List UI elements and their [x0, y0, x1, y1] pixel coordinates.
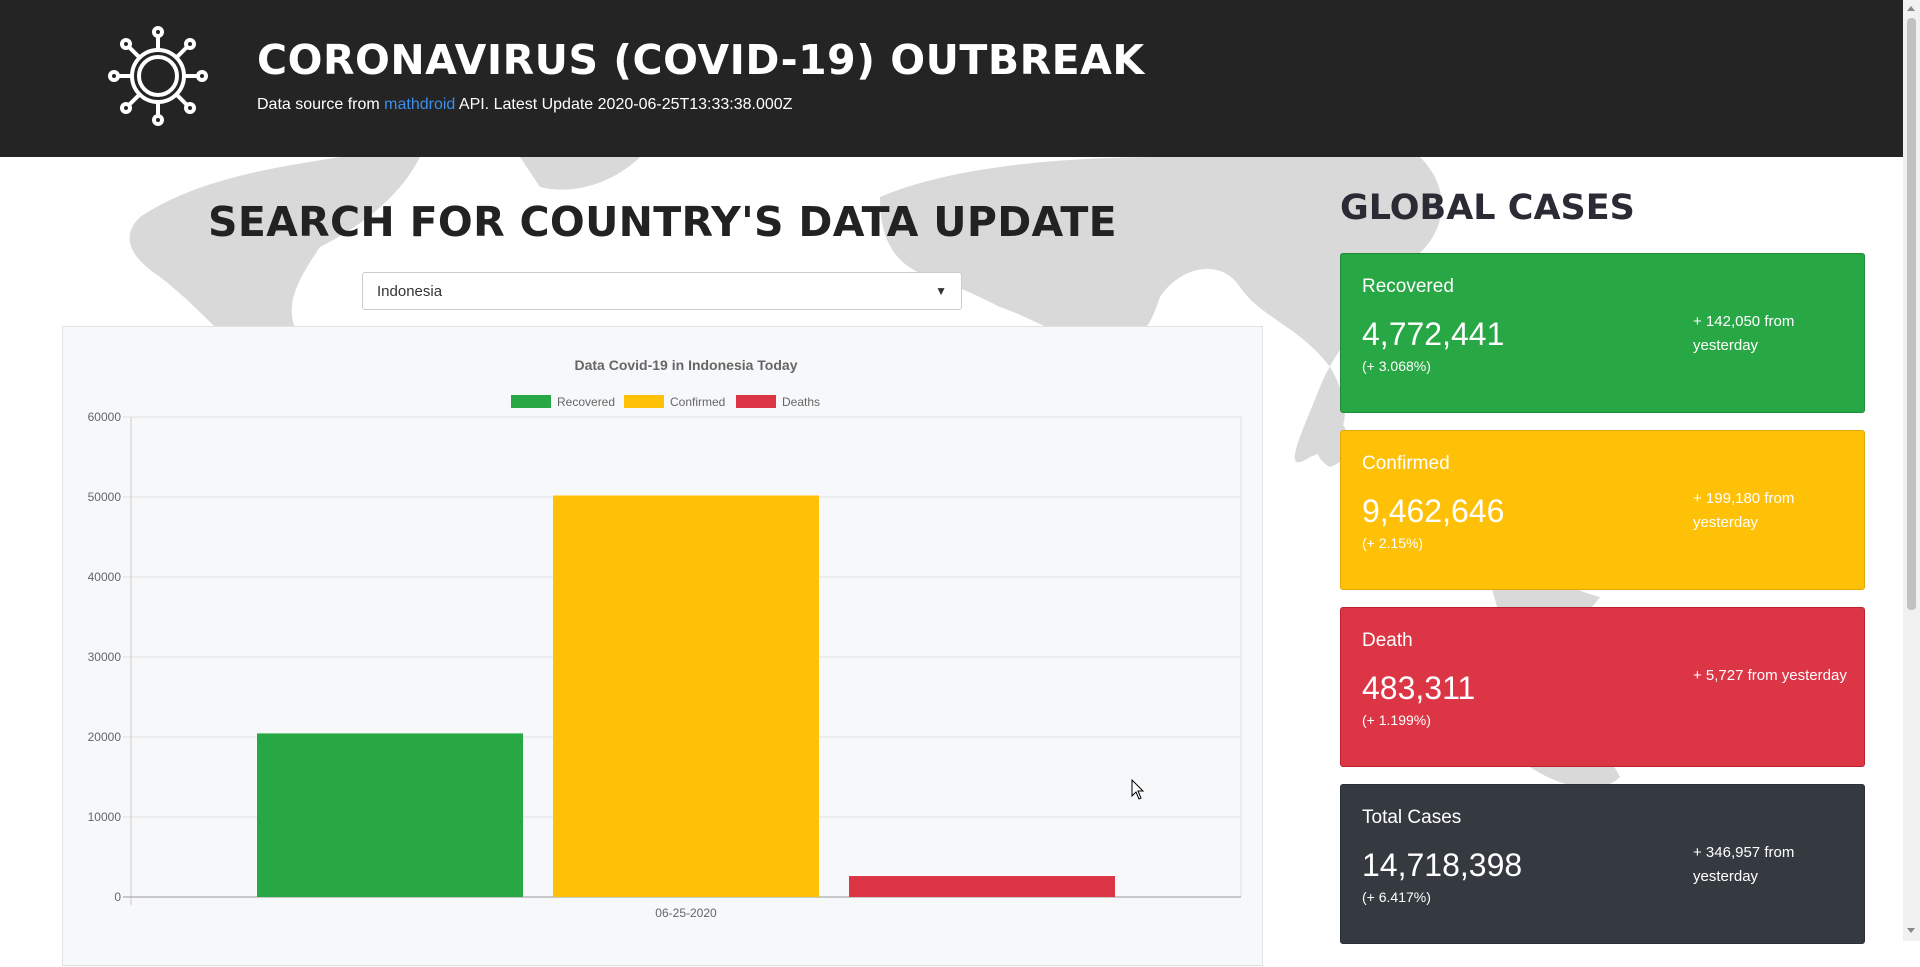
scroll-up-arrow-icon[interactable] [1907, 6, 1915, 11]
death-card: Death 483,311 (+ 1.199%) + 5,727 from ye… [1340, 607, 1865, 767]
country-select[interactable]: Indonesia ▼ [362, 272, 962, 310]
y-tick-label: 40000 [88, 570, 122, 584]
page-scrollbar[interactable] [1903, 0, 1920, 941]
subtitle-prefix: Data source from [257, 96, 380, 113]
recovered-card: Recovered 4,772,441 (+ 3.068%) + 142,050… [1340, 253, 1865, 413]
header-subtitle: Data source from mathdroid API. Latest U… [257, 96, 792, 114]
confirmed-delta: + 199,180 from yesterday [1693, 490, 1795, 531]
subtitle-suffix: API. Latest Update 2020-06-25T13:33:38.0… [458, 96, 793, 113]
confirmed-percent: (+ 2.15%) [1362, 535, 1424, 551]
legend-swatch-recovered [511, 395, 551, 408]
site-header: CORONAVIRUS (COVID-19) OUTBREAK Data sou… [0, 0, 1903, 157]
x-tick-label: 06-25-2020 [655, 906, 717, 920]
death-value: 483,311 [1362, 670, 1476, 706]
y-tick-label: 50000 [88, 490, 122, 504]
y-tick-label: 20000 [88, 730, 122, 744]
chart-title: Data Covid-19 in Indonesia Today [574, 357, 797, 373]
virus-icon [108, 26, 208, 126]
legend-swatch-deaths [736, 395, 776, 408]
y-tick-label: 10000 [88, 810, 122, 824]
total-cases-card: Total Cases 14,718,398 (+ 6.417%) + 346,… [1340, 784, 1865, 944]
global-cases-heading: GLOBAL CASES [1340, 188, 1635, 228]
legend-label-confirmed: Confirmed [670, 395, 725, 409]
total-value: 14,718,398 [1362, 847, 1523, 883]
total-delta: + 346,957 from yesterday [1693, 844, 1795, 885]
y-tick-label: 60000 [88, 410, 122, 424]
covid-bar-chart: Data Covid-19 in Indonesia Today Recovere… [88, 357, 1242, 920]
total-percent: (+ 6.417%) [1362, 889, 1431, 905]
bar-recovered [257, 733, 523, 897]
recovered-delta: + 142,050 from yesterday [1693, 313, 1795, 354]
recovered-label: Recovered [1362, 276, 1454, 297]
mouse-cursor-icon [1131, 779, 1145, 800]
y-tick-label: 30000 [88, 650, 122, 664]
y-tick-label: 0 [114, 890, 121, 904]
legend-label-recovered: Recovered [557, 395, 615, 409]
country-select-value: Indonesia [377, 282, 443, 300]
death-percent: (+ 1.199%) [1362, 712, 1431, 728]
total-label: Total Cases [1362, 807, 1462, 828]
mathdroid-link[interactable]: mathdroid [384, 96, 456, 113]
confirmed-card: Confirmed 9,462,646 (+ 2.15%) + 199,180 … [1340, 430, 1865, 590]
recovered-percent: (+ 3.068%) [1362, 358, 1431, 374]
legend-label-deaths: Deaths [782, 395, 820, 409]
chart-card: Data Covid-19 in Indonesia Today Recovere… [62, 326, 1263, 966]
confirmed-value: 9,462,646 [1362, 493, 1505, 529]
recovered-value: 4,772,441 [1362, 316, 1505, 352]
scroll-down-arrow-icon[interactable] [1907, 928, 1915, 933]
legend-swatch-confirmed [624, 395, 664, 408]
bar-deaths [849, 876, 1115, 897]
bar-confirmed [553, 495, 819, 897]
scroll-thumb[interactable] [1907, 18, 1916, 610]
search-heading: SEARCH FOR COUNTRY'S DATA UPDATE [208, 198, 1117, 246]
chevron-down-icon: ▼ [935, 284, 947, 298]
death-label: Death [1362, 630, 1413, 651]
death-delta: + 5,727 from yesterday [1693, 667, 1847, 684]
confirmed-label: Confirmed [1362, 453, 1450, 474]
page-title: CORONAVIRUS (COVID-19) OUTBREAK [257, 36, 1145, 84]
